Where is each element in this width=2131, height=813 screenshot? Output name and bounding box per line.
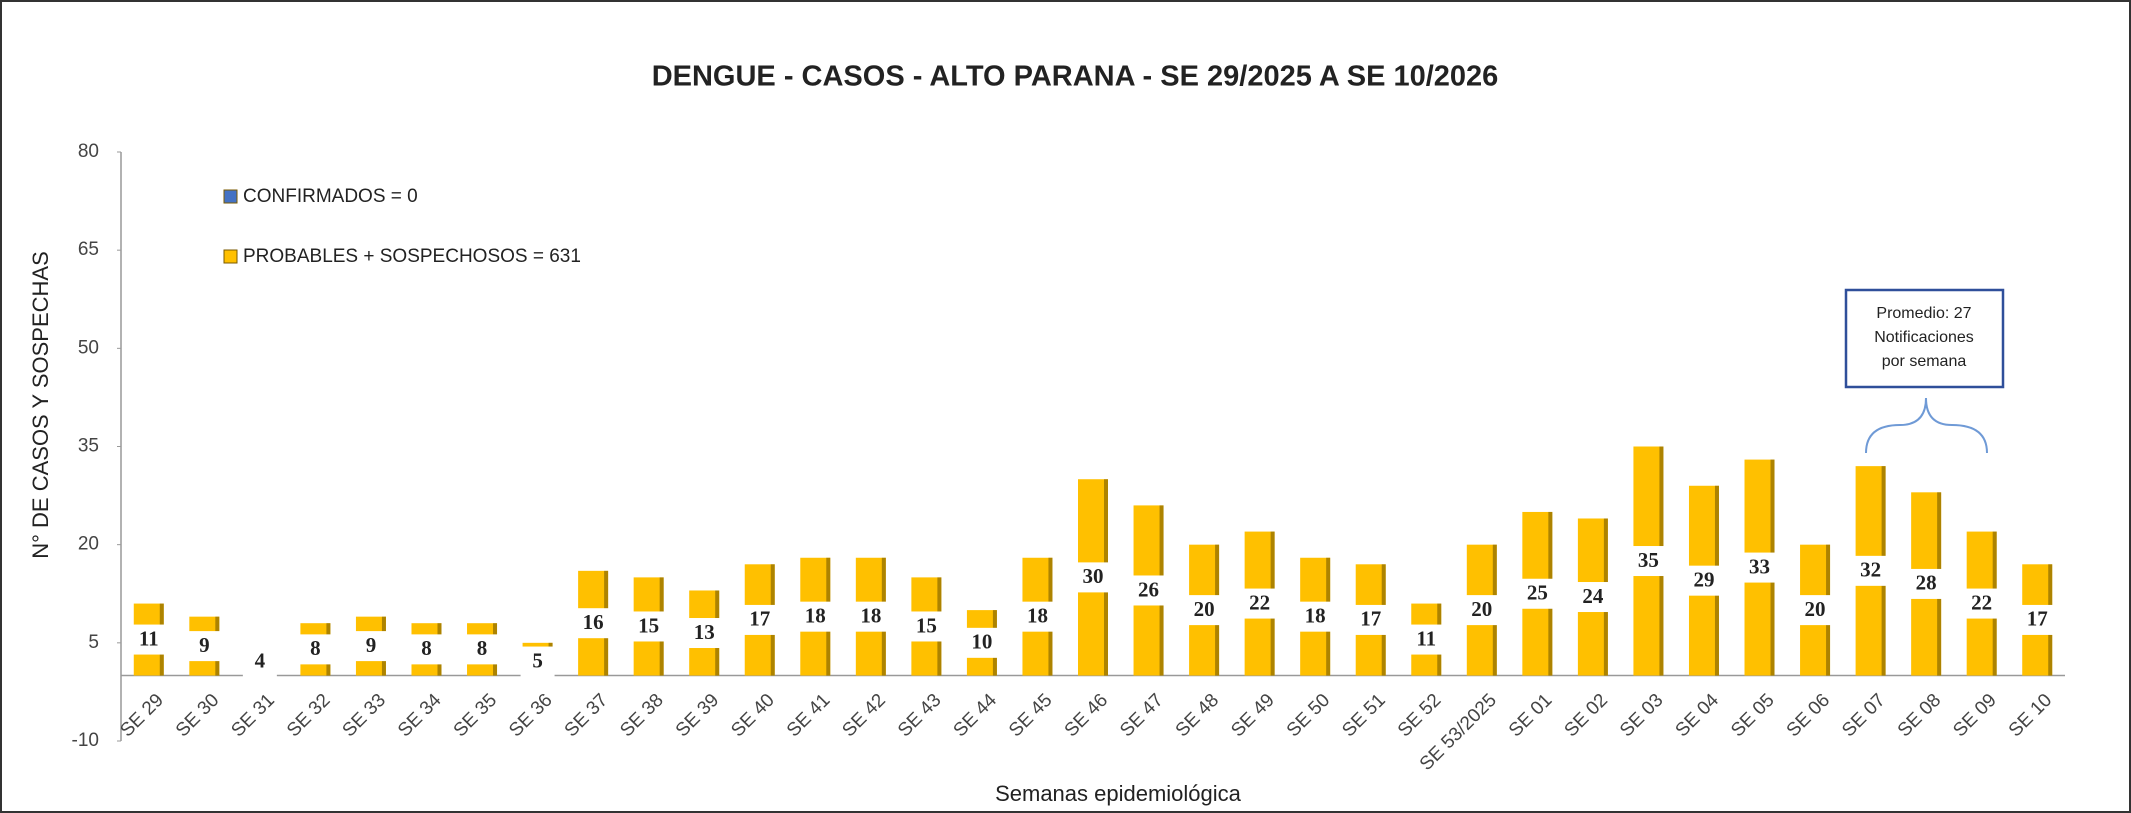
value-label: 4 bbox=[255, 648, 266, 672]
value-label: 8 bbox=[310, 636, 321, 660]
value-label: 33 bbox=[1749, 554, 1770, 578]
value-label: 18 bbox=[805, 603, 826, 627]
value-label-box bbox=[1187, 595, 1222, 626]
value-label: 13 bbox=[694, 620, 715, 644]
value-label-box bbox=[1686, 565, 1721, 596]
value-label: 25 bbox=[1527, 581, 1548, 605]
value-label: 18 bbox=[860, 603, 881, 627]
y-tick-label: 20 bbox=[78, 534, 99, 555]
value-label: 15 bbox=[916, 613, 937, 637]
value-label-box bbox=[1798, 595, 1833, 626]
legend-label: CONFIRMADOS = 0 bbox=[243, 186, 418, 207]
value-label-box bbox=[631, 611, 666, 642]
y-tick-label: 80 bbox=[78, 141, 99, 162]
value-label: 18 bbox=[1027, 603, 1048, 627]
value-label: 16 bbox=[583, 610, 604, 634]
value-label-box bbox=[1409, 624, 1444, 655]
value-label-box bbox=[909, 611, 944, 642]
value-label: 11 bbox=[139, 626, 159, 650]
value-label: 32 bbox=[1860, 558, 1881, 582]
value-label: 28 bbox=[1916, 571, 1937, 595]
value-label: 30 bbox=[1083, 564, 1104, 588]
value-label-box bbox=[687, 618, 722, 649]
annotation-brace bbox=[1865, 397, 1988, 454]
value-label-box bbox=[576, 608, 611, 639]
value-label: 9 bbox=[366, 633, 377, 657]
value-label: 17 bbox=[749, 607, 770, 631]
value-label-box bbox=[853, 601, 888, 632]
y-tick-label: 35 bbox=[78, 436, 99, 457]
value-label-box bbox=[1020, 601, 1055, 632]
value-label-box bbox=[2020, 604, 2055, 635]
value-label-box bbox=[1242, 588, 1277, 619]
annotation-line: Notificaciones bbox=[1874, 329, 1974, 346]
value-label: 9 bbox=[199, 633, 210, 657]
value-label: 17 bbox=[2027, 607, 2048, 631]
value-label: 17 bbox=[1360, 607, 1381, 631]
value-label-box bbox=[1464, 595, 1499, 626]
value-label: 8 bbox=[477, 636, 488, 660]
value-label-box bbox=[1909, 568, 1944, 599]
x-axis-label: Semanas epidemiológica bbox=[995, 781, 1242, 806]
y-tick-label: 5 bbox=[88, 632, 99, 653]
y-tick-label: 65 bbox=[78, 239, 99, 260]
value-label-box bbox=[1520, 578, 1555, 609]
value-label-box bbox=[1575, 582, 1610, 613]
value-label: 26 bbox=[1138, 577, 1159, 601]
value-label-box bbox=[187, 631, 222, 662]
value-label-box bbox=[520, 646, 555, 677]
value-label-box bbox=[1298, 601, 1333, 632]
annotation-line: Promedio: 27 bbox=[1876, 305, 1971, 322]
value-label-box bbox=[242, 646, 277, 677]
value-label-box bbox=[1076, 562, 1110, 593]
value-label-box bbox=[1964, 588, 1999, 619]
annotation-box bbox=[1844, 288, 2005, 389]
value-label: 22 bbox=[1971, 590, 1992, 614]
value-label-box bbox=[1131, 575, 1166, 606]
value-label: 20 bbox=[1805, 597, 1826, 621]
value-label: 24 bbox=[1582, 584, 1604, 608]
value-label: 10 bbox=[971, 630, 992, 654]
value-label: 20 bbox=[1471, 597, 1492, 621]
value-label-box bbox=[353, 631, 388, 662]
y-tick-label: -10 bbox=[72, 730, 99, 751]
value-label-box bbox=[298, 634, 333, 665]
legend-swatch bbox=[223, 249, 238, 264]
legend-label: PROBABLES + SOSPECHOSOS = 631 bbox=[243, 246, 581, 267]
value-label-box bbox=[964, 627, 999, 658]
value-label-box bbox=[1742, 552, 1777, 583]
value-label: 29 bbox=[1693, 567, 1714, 591]
chart-title: DENGUE - CASOS - ALTO PARANA - SE 29/202… bbox=[652, 61, 1499, 93]
value-label-box bbox=[1631, 546, 1666, 577]
value-label-box bbox=[465, 634, 500, 665]
value-label-box bbox=[1353, 604, 1388, 635]
value-label: 15 bbox=[638, 613, 659, 637]
value-label-box bbox=[742, 604, 777, 635]
value-label-box bbox=[798, 601, 833, 632]
y-axis-label: N° DE CASOS Y SOSPECHAS bbox=[28, 251, 53, 559]
value-label: 35 bbox=[1638, 548, 1659, 572]
value-label: 20 bbox=[1194, 597, 1215, 621]
value-label: 8 bbox=[421, 636, 432, 660]
value-label: 22 bbox=[1249, 590, 1270, 614]
value-label-box bbox=[131, 624, 166, 655]
annotation-line: por semana bbox=[1882, 353, 1967, 370]
y-tick-label: 50 bbox=[78, 337, 99, 358]
value-label-box bbox=[1853, 555, 1888, 586]
value-label: 5 bbox=[532, 648, 543, 672]
value-label: 11 bbox=[1416, 626, 1436, 650]
legend-swatch bbox=[223, 189, 238, 204]
value-label-box bbox=[409, 634, 444, 665]
value-label: 18 bbox=[1305, 603, 1326, 627]
